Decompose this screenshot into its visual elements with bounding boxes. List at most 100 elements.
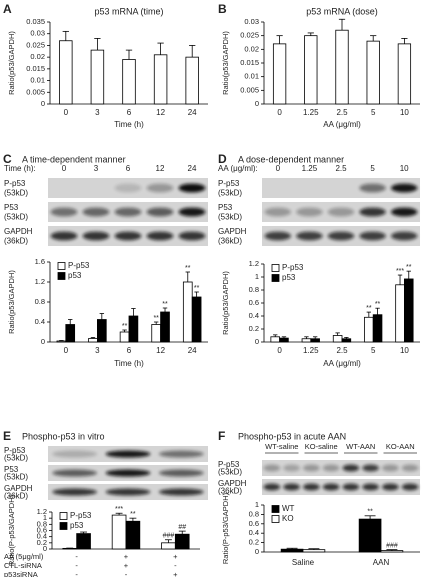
bar: [341, 338, 352, 343]
bar: [174, 533, 190, 550]
y-tick-label: 0.8: [35, 297, 45, 306]
bar: [76, 533, 91, 550]
x-tick-label: 10: [400, 346, 409, 355]
y-tick-label: 0.035: [26, 17, 45, 26]
blot-band: [390, 183, 418, 193]
bar: [372, 314, 383, 343]
bar: [403, 278, 414, 343]
blot-band: [52, 469, 98, 477]
x-tick-label: 2.5: [336, 108, 348, 117]
panel-title: Phospho-p53 in vitro: [22, 431, 105, 441]
y-tick-label: 0.03: [244, 17, 259, 26]
blot-row-name: P-p53: [4, 179, 26, 188]
blot-row-size: (53kD): [4, 473, 28, 482]
lane-group-label: WT-saline: [265, 442, 298, 451]
bar: [272, 43, 287, 105]
y-tick-label: 0: [255, 337, 259, 346]
x-tick-label: 10: [400, 108, 409, 117]
blot-band: [52, 488, 98, 496]
bar: [358, 518, 382, 553]
blot-row-name: P-p53: [4, 446, 26, 455]
blot-band: [82, 231, 110, 241]
y-tick-label: 0.8: [37, 519, 47, 528]
blot-band: [303, 483, 320, 491]
bar: [62, 547, 78, 550]
condition-mark: -: [75, 561, 78, 570]
blot-band: [342, 483, 360, 491]
legend-label: WT: [282, 504, 295, 513]
blot-band: [390, 231, 418, 241]
bar: [185, 56, 199, 105]
legend-swatch: [57, 272, 66, 280]
x-tick-label: 0: [277, 346, 282, 355]
y-tick-label: 1: [43, 513, 47, 522]
bar: [395, 284, 405, 343]
blot-band: [263, 483, 281, 491]
blot-band: [105, 450, 151, 458]
blot-band: [362, 483, 379, 491]
y-tick-label: 0.01: [244, 72, 259, 81]
bar: [280, 548, 304, 553]
y-tick-label: 0.2: [249, 538, 259, 547]
blot-band: [327, 207, 355, 217]
bar: [302, 549, 326, 553]
blot-band: [146, 231, 174, 241]
x-tick-label: 0: [277, 108, 282, 117]
blot-row-name: GAPDH: [218, 227, 247, 236]
significance-label: **: [130, 511, 136, 518]
x-axis-label: AA (μg/ml): [323, 120, 361, 129]
bar: [397, 43, 412, 105]
lane-header: AA (μg/ml):: [218, 164, 258, 173]
significance-label: ##: [178, 524, 186, 531]
blot-row-name: P-p53: [218, 460, 240, 469]
lane-label: 5: [370, 164, 375, 173]
y-tick-label: 0.4: [35, 317, 45, 326]
bar: [97, 319, 107, 343]
blot-band: [322, 464, 340, 472]
lane-group-label: KO-saline: [305, 442, 338, 451]
significance-label: **: [153, 315, 159, 322]
y-tick-label: 1.6: [35, 257, 45, 266]
blot-band: [105, 488, 151, 496]
bar: [122, 59, 136, 105]
blot-row-name: GAPDH: [218, 479, 247, 488]
bar: [160, 311, 170, 343]
y-tick-label: 0: [255, 99, 259, 108]
y-tick-label: 0.6: [37, 525, 47, 534]
panel-label: E: [3, 429, 11, 443]
x-tick-label: 5: [371, 108, 376, 117]
blot-row-size: (36kD): [218, 237, 242, 246]
blot-band: [382, 464, 399, 472]
blot-band: [283, 464, 300, 472]
blot-band: [359, 207, 386, 217]
blot-row-size: (53kD): [218, 468, 242, 477]
legend-swatch: [57, 262, 66, 270]
y-axis-label: Ratio(p53/GAPDH): [221, 271, 230, 335]
blot-row-size: (53kD): [4, 213, 28, 222]
condition-mark: -: [125, 570, 128, 577]
significance-label: ***: [396, 268, 404, 275]
blot-band: [158, 469, 204, 477]
blot-band: [359, 231, 386, 241]
y-tick-label: 1: [255, 272, 259, 281]
condition-mark: +: [124, 552, 129, 561]
y-tick-label: 0.8: [249, 509, 259, 518]
blot-band: [303, 464, 320, 472]
blot-band: [114, 207, 142, 217]
lane-label: 0: [276, 164, 281, 173]
blot-band: [362, 464, 379, 472]
blot-band: [283, 483, 300, 491]
bar: [279, 337, 289, 343]
panel-label: B: [218, 2, 227, 16]
x-tick-label: 12: [156, 108, 165, 117]
legend-label: P-p53: [68, 261, 90, 270]
condition-name: AA (5μg/ml): [4, 552, 44, 561]
bar: [119, 331, 130, 343]
significance-label: **: [375, 301, 381, 308]
blot-band: [105, 469, 151, 477]
significance-label: **: [367, 509, 373, 516]
bar: [332, 335, 343, 343]
blot-row-name: P53: [4, 203, 19, 212]
